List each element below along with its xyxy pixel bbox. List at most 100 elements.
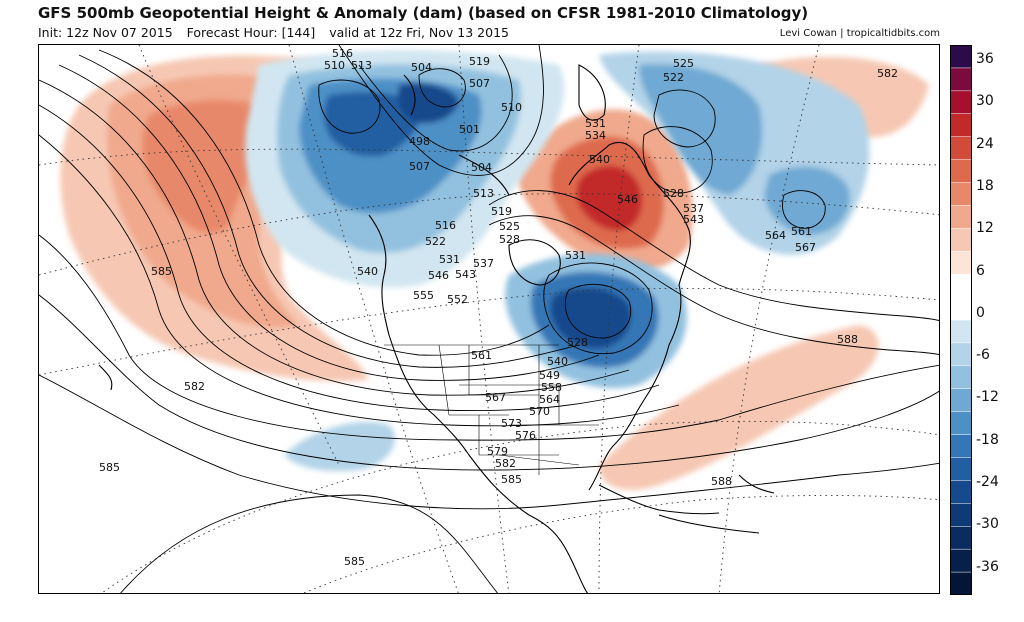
contour-label: 528: [567, 336, 588, 349]
contour-label: 564: [765, 229, 786, 242]
colorbar-swatch: [950, 503, 972, 528]
colorbar-swatch: [950, 251, 972, 275]
forecast-hour: Forecast Hour: [144]: [186, 25, 316, 40]
contour-label: 513: [473, 187, 494, 200]
colorbar-tick-label: -30: [976, 516, 999, 533]
contour-label: 543: [683, 213, 704, 226]
colorbar-tick-label: -6: [976, 347, 990, 364]
colorbar-tick-label: -36: [976, 558, 999, 575]
contour-label: 510: [324, 59, 345, 72]
colorbar-tick-label: 30: [976, 93, 994, 110]
colorbar-border: [950, 45, 972, 595]
contour-label: 525: [499, 220, 520, 233]
sw-us-anomaly: [284, 421, 395, 472]
contour-label: 555: [413, 289, 434, 302]
height-contours: [39, 45, 939, 593]
colorbar-swatch: [950, 388, 972, 413]
contour-label: 507: [409, 160, 430, 173]
colorbar-swatch: [950, 319, 972, 344]
contour-label: 585: [344, 555, 365, 568]
colorbar-swatch: [950, 548, 972, 573]
contour-label: 588: [837, 333, 858, 346]
contour-label: 582: [184, 380, 205, 393]
colorbar-swatch: [950, 457, 972, 482]
contour-label: 552: [447, 293, 468, 306]
contour-label: 531: [439, 253, 460, 266]
contour-label: 540: [589, 153, 610, 166]
contour-label: 516: [332, 47, 353, 60]
contour-label: 585: [99, 461, 120, 474]
graticule: [39, 45, 939, 593]
contour-label: 585: [151, 265, 172, 278]
contour-label: 537: [683, 202, 704, 215]
contour-label: 573: [501, 417, 522, 430]
coastlines: [98, 64, 775, 593]
negative-anomaly-regions: [245, 50, 870, 472]
contour-label: 510: [501, 101, 522, 114]
contour-label: 522: [425, 235, 446, 248]
colorbar-swatch: [950, 159, 972, 184]
colorbar-tick-label: 0: [976, 304, 985, 321]
contour-label: 546: [428, 269, 449, 282]
contour-label: 558: [541, 381, 562, 394]
contour-label: 546: [617, 193, 638, 206]
contour-label: 567: [485, 391, 506, 404]
colorbar-swatch: [950, 228, 972, 252]
colorbar-tick-label: -24: [976, 474, 999, 490]
contour-label: 501: [459, 123, 480, 136]
political-boundaries: [384, 344, 599, 475]
colorbar-swatch: [950, 273, 972, 298]
contour-label: 582: [495, 457, 516, 470]
contour-label: 540: [357, 265, 378, 278]
colorbar-swatch: [950, 365, 972, 390]
colorbar-swatch: [950, 205, 972, 230]
contour-label: 531: [565, 249, 586, 262]
contour-label: 516: [435, 219, 456, 232]
contour-label: 576: [515, 429, 536, 442]
colorbar-swatch: [950, 342, 972, 367]
colorbar-swatch: [950, 113, 972, 138]
contour-label: 507: [469, 77, 490, 90]
contour-label: 561: [471, 349, 492, 362]
map-title: GFS 500mb Geopotential Height & Anomaly …: [38, 4, 809, 22]
colorbar-tick-label: 18: [976, 177, 994, 194]
colorbar-tick-label: 12: [976, 220, 994, 237]
contour-label: 519: [491, 205, 512, 218]
colorbar-swatch: [950, 296, 972, 321]
anomaly-colorbar: [950, 45, 972, 595]
map-subtitle: Init: 12z Nov 07 2015 Forecast Hour: [14…: [38, 25, 519, 40]
contour-label: 561: [791, 225, 812, 238]
contour-label: 543: [455, 268, 476, 281]
colorbar-tick-label: 36: [976, 51, 994, 67]
colorbar-swatch: [950, 480, 972, 505]
contour-label: 528: [663, 187, 684, 200]
contour-label: 522: [663, 71, 684, 84]
map-panel: 516 510 513 504 519 525 522 582 507 510 531 534 501 4…: [38, 44, 940, 594]
contour-label: 582: [877, 67, 898, 80]
contour-label: 549: [539, 369, 560, 382]
contour-label: 531: [585, 117, 606, 130]
contour-label: 504: [411, 61, 432, 74]
contour-label: 585: [501, 473, 522, 486]
colorbar-swatch: [950, 182, 972, 207]
valid-time: valid at 12z Fri, Nov 13 2015: [329, 25, 509, 40]
contour-label: 528: [499, 233, 520, 246]
contour-label: 525: [673, 57, 694, 70]
colorbar-swatch: [950, 411, 972, 436]
colorbar-swatches: [950, 45, 972, 595]
colorbar-swatch: [950, 136, 972, 161]
colorbar-swatch: [950, 434, 972, 459]
contour-label: 498: [409, 135, 430, 148]
contour-label: 567: [795, 241, 816, 254]
contour-label: 588: [711, 475, 732, 488]
colorbar-swatch: [950, 67, 972, 92]
colorbar-tick-label: -18: [976, 431, 999, 448]
contour-label: 504: [471, 161, 492, 174]
credit: Levi Cowan | tropicaltidbits.com: [779, 28, 940, 39]
colorbar-tick-label: -12: [976, 389, 999, 406]
colorbar-swatch: [950, 526, 972, 550]
contour-label: 540: [547, 355, 568, 368]
contour-label: 519: [469, 55, 490, 68]
colorbar-swatch: [950, 90, 972, 115]
